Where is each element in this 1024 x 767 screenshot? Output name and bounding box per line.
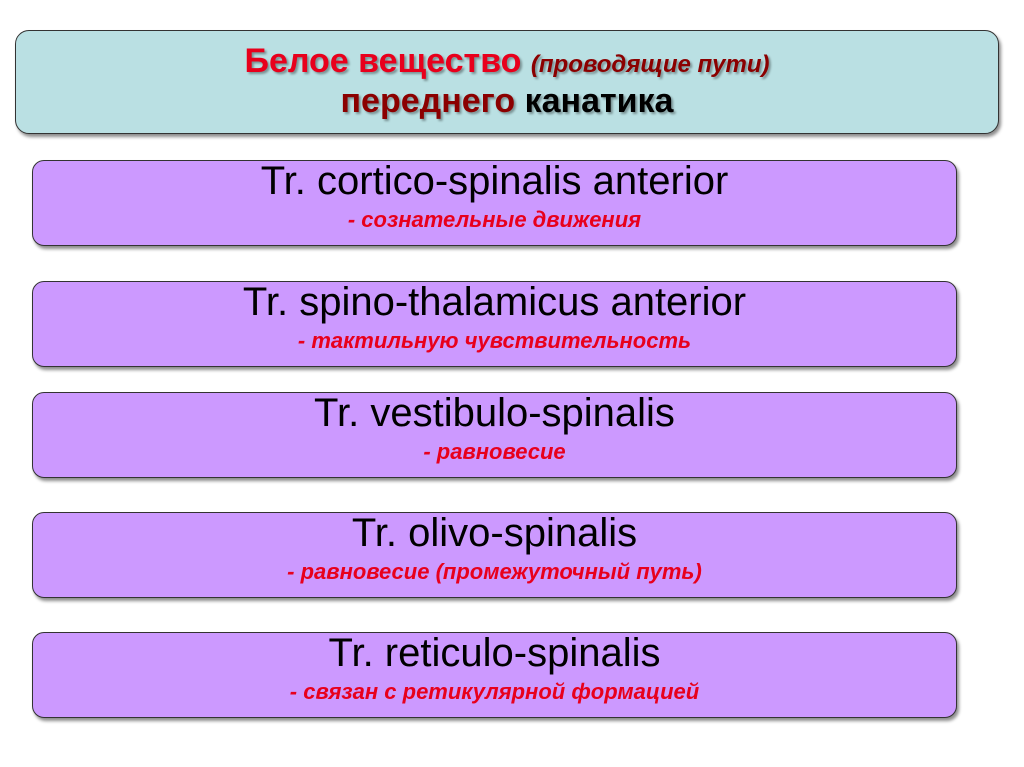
tract-name: Tr. reticulo-spinalis (328, 631, 661, 675)
tract-box: Tr. spino-thalamicus anterior - тактильн… (32, 280, 957, 367)
tract-box: Tr. vestibulo-spinalis - равновесие (32, 391, 957, 478)
tract-description: - равновесие (423, 439, 566, 464)
tract-description: - равновесие (промежуточный путь) (287, 559, 702, 584)
title-funiculus: канатика (524, 82, 674, 120)
tract-box: Tr. reticulo-spinalis - связан с ретикул… (32, 631, 957, 718)
tract-name: Tr. cortico-spinalis anterior (260, 159, 729, 203)
title-box: Белое вещество (проводящие пути) передне… (15, 30, 999, 134)
title-anterior: переднего (340, 82, 516, 120)
tract-description: - связан с ретикулярной формацией (289, 679, 700, 704)
tract-name: Tr. vestibulo-spinalis (314, 391, 675, 435)
tract-description: - тактильную чувствительность (297, 328, 692, 353)
tract-description: - сознательные движения (347, 207, 642, 232)
title-line-2: переднего канатика (16, 83, 998, 119)
tract-name: Tr. olivo-spinalis (351, 511, 638, 555)
tract-box: Tr. cortico-spinalis anterior - сознател… (32, 159, 957, 246)
title-line-1: Белое вещество (проводящие пути) (16, 43, 998, 83)
tract-name: Tr. spino-thalamicus anterior (242, 280, 747, 324)
title-white-matter: Белое вещество (244, 42, 522, 80)
tract-box: Tr. olivo-spinalis - равновесие (промежу… (32, 511, 957, 598)
title-pathways: (проводящие пути) (530, 51, 770, 78)
